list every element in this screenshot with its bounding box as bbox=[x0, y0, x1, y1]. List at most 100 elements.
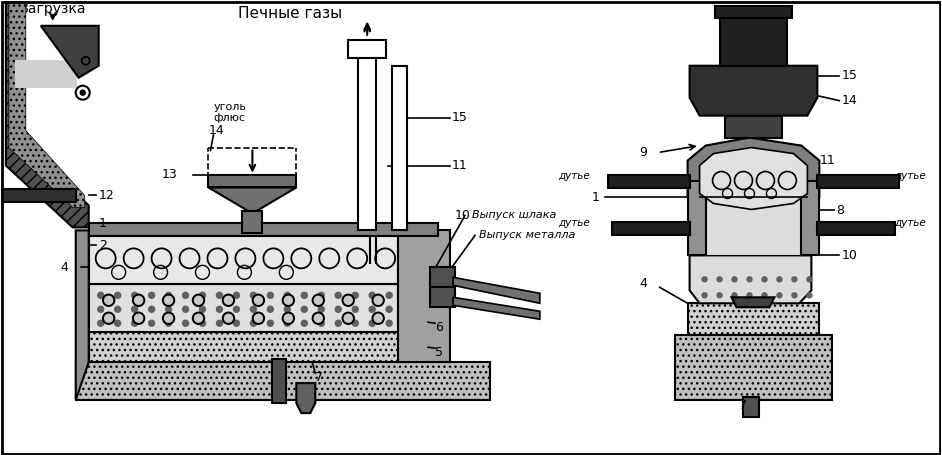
Bar bbox=[720, 11, 788, 66]
Circle shape bbox=[183, 320, 188, 326]
Circle shape bbox=[732, 277, 737, 282]
Circle shape bbox=[98, 292, 104, 298]
Circle shape bbox=[315, 296, 322, 304]
Polygon shape bbox=[690, 66, 818, 116]
Bar bbox=[715, 6, 792, 18]
Circle shape bbox=[717, 277, 722, 282]
Circle shape bbox=[192, 312, 204, 324]
Circle shape bbox=[149, 292, 154, 298]
Bar bbox=[358, 46, 376, 230]
Bar bbox=[349, 40, 386, 58]
Polygon shape bbox=[690, 255, 811, 303]
Polygon shape bbox=[208, 187, 297, 213]
Polygon shape bbox=[732, 297, 774, 307]
Circle shape bbox=[313, 294, 324, 306]
Text: 1: 1 bbox=[592, 191, 600, 204]
Text: 9: 9 bbox=[640, 146, 647, 159]
Bar bbox=[611, 222, 690, 235]
Circle shape bbox=[386, 306, 392, 312]
Bar bbox=[1, 189, 75, 202]
Text: 10: 10 bbox=[455, 209, 471, 222]
Text: дутье: дутье bbox=[894, 218, 926, 228]
Circle shape bbox=[254, 314, 263, 322]
Bar bbox=[743, 397, 759, 417]
Circle shape bbox=[344, 314, 352, 322]
Circle shape bbox=[762, 277, 767, 282]
Circle shape bbox=[268, 292, 273, 298]
Circle shape bbox=[163, 312, 174, 324]
Circle shape bbox=[342, 312, 354, 324]
Circle shape bbox=[133, 294, 145, 306]
Text: 3: 3 bbox=[278, 371, 286, 384]
Bar bbox=[608, 175, 690, 188]
Text: 10: 10 bbox=[841, 249, 857, 262]
Circle shape bbox=[372, 294, 384, 306]
Circle shape bbox=[105, 296, 113, 304]
Circle shape bbox=[268, 306, 273, 312]
Circle shape bbox=[251, 292, 256, 298]
Text: 12: 12 bbox=[99, 189, 114, 202]
Circle shape bbox=[217, 292, 222, 298]
Circle shape bbox=[166, 306, 171, 312]
Circle shape bbox=[372, 312, 384, 324]
Circle shape bbox=[132, 306, 138, 312]
Text: 13: 13 bbox=[162, 168, 177, 181]
Circle shape bbox=[115, 320, 121, 326]
Circle shape bbox=[777, 277, 782, 282]
Bar bbox=[89, 332, 443, 362]
Bar bbox=[89, 233, 398, 284]
Circle shape bbox=[135, 296, 142, 304]
Circle shape bbox=[352, 306, 358, 312]
Polygon shape bbox=[75, 230, 89, 400]
Circle shape bbox=[335, 306, 341, 312]
Circle shape bbox=[234, 292, 239, 298]
Bar bbox=[688, 303, 820, 335]
Circle shape bbox=[284, 306, 290, 312]
Circle shape bbox=[252, 312, 265, 324]
Circle shape bbox=[183, 292, 188, 298]
Polygon shape bbox=[297, 383, 316, 413]
Text: 8: 8 bbox=[836, 204, 844, 217]
Circle shape bbox=[133, 312, 145, 324]
Circle shape bbox=[374, 314, 382, 322]
Bar bbox=[688, 181, 706, 255]
Circle shape bbox=[374, 296, 382, 304]
Circle shape bbox=[335, 292, 341, 298]
Text: Печные газы: Печные газы bbox=[238, 6, 342, 21]
Text: 11: 11 bbox=[452, 159, 468, 172]
Text: 15: 15 bbox=[452, 111, 468, 124]
Circle shape bbox=[200, 306, 205, 312]
Polygon shape bbox=[453, 297, 540, 319]
Circle shape bbox=[234, 320, 239, 326]
Circle shape bbox=[344, 296, 352, 304]
Text: 14: 14 bbox=[208, 124, 224, 137]
Circle shape bbox=[183, 306, 188, 312]
Circle shape bbox=[132, 320, 138, 326]
Circle shape bbox=[807, 277, 812, 282]
Text: 11: 11 bbox=[820, 154, 836, 167]
Text: 4: 4 bbox=[61, 261, 69, 274]
Circle shape bbox=[732, 293, 737, 298]
Circle shape bbox=[192, 294, 204, 306]
Polygon shape bbox=[41, 26, 99, 78]
Text: Загрузка: Загрузка bbox=[20, 2, 86, 16]
Circle shape bbox=[762, 293, 767, 298]
Circle shape bbox=[777, 293, 782, 298]
Circle shape bbox=[98, 306, 104, 312]
Circle shape bbox=[194, 314, 203, 322]
Polygon shape bbox=[6, 1, 89, 228]
Circle shape bbox=[283, 312, 294, 324]
Bar bbox=[802, 181, 820, 255]
Text: Выпуск шлака: Выпуск шлака bbox=[472, 211, 557, 220]
Circle shape bbox=[80, 90, 85, 95]
Circle shape bbox=[224, 314, 233, 322]
Circle shape bbox=[222, 312, 235, 324]
Text: 6: 6 bbox=[435, 321, 443, 334]
Circle shape bbox=[163, 294, 174, 306]
Bar bbox=[89, 223, 438, 237]
Bar bbox=[724, 116, 783, 137]
Text: 7: 7 bbox=[316, 371, 323, 384]
Circle shape bbox=[284, 292, 290, 298]
Circle shape bbox=[284, 320, 290, 326]
Circle shape bbox=[313, 312, 324, 324]
